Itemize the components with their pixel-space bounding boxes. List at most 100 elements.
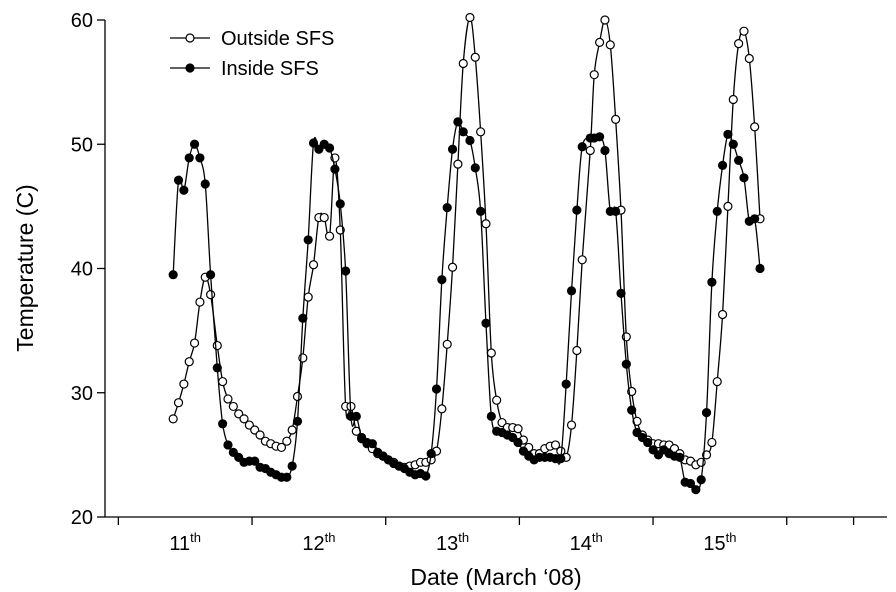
data-point-inside-sfs bbox=[303, 235, 313, 245]
data-point-outside-sfs bbox=[600, 15, 610, 25]
data-point-inside-sfs bbox=[691, 485, 701, 495]
data-point-inside-sfs bbox=[212, 363, 222, 373]
data-point-inside-sfs bbox=[287, 461, 297, 471]
data-point-outside-sfs bbox=[287, 425, 297, 435]
data-point-inside-sfs bbox=[437, 275, 447, 285]
data-point-inside-sfs bbox=[282, 472, 292, 482]
legend-marker-inside-sfs bbox=[185, 63, 195, 73]
data-point-inside-sfs bbox=[308, 138, 319, 148]
data-point-outside-sfs bbox=[184, 357, 194, 367]
data-point-outside-sfs bbox=[168, 414, 178, 424]
data-point-inside-sfs bbox=[442, 203, 452, 213]
data-point-outside-sfs bbox=[282, 436, 292, 446]
x-axis-title: Date (March ‘08) bbox=[410, 564, 581, 590]
data-point-outside-sfs bbox=[566, 420, 577, 430]
data-point-outside-sfs bbox=[324, 231, 335, 241]
data-point-inside-sfs bbox=[431, 384, 442, 394]
data-point-inside-sfs bbox=[627, 405, 637, 415]
data-point-outside-sfs bbox=[585, 145, 595, 156]
data-point-inside-sfs bbox=[685, 478, 696, 489]
data-point-inside-sfs bbox=[476, 206, 486, 216]
data-point-outside-sfs bbox=[739, 26, 749, 36]
data-point-inside-sfs bbox=[447, 144, 458, 154]
data-point-outside-sfs bbox=[750, 122, 760, 132]
series-line-outside-sfs bbox=[172, 16, 761, 468]
data-point-inside-sfs bbox=[341, 266, 351, 276]
x-tick-label: 13th bbox=[436, 530, 469, 555]
data-point-inside-sfs bbox=[298, 313, 308, 323]
data-point-outside-sfs bbox=[437, 404, 447, 414]
legend-marker-outside-sfs bbox=[185, 33, 195, 43]
data-point-inside-sfs bbox=[561, 379, 571, 389]
data-point-outside-sfs bbox=[734, 39, 744, 49]
data-point-inside-sfs bbox=[566, 286, 577, 296]
data-point-outside-sfs bbox=[189, 338, 200, 348]
data-point-inside-sfs bbox=[458, 127, 468, 137]
data-point-inside-sfs bbox=[572, 205, 582, 215]
data-point-inside-sfs bbox=[189, 139, 200, 149]
data-point-inside-sfs bbox=[324, 143, 335, 153]
data-point-inside-sfs bbox=[712, 206, 722, 216]
data-point-inside-sfs bbox=[426, 449, 436, 459]
x-axis-ticks: 11th 12th 13th 14th 15th bbox=[117, 517, 855, 555]
x-tick-label: 15th bbox=[703, 530, 736, 555]
data-point-outside-sfs bbox=[728, 94, 738, 105]
data-point-inside-sfs bbox=[611, 206, 621, 216]
data-point-inside-sfs bbox=[335, 199, 345, 209]
data-point-outside-sfs bbox=[179, 379, 189, 389]
data-point-outside-sfs bbox=[239, 414, 249, 424]
data-point-inside-sfs bbox=[728, 139, 738, 149]
data-point-inside-sfs bbox=[330, 164, 340, 174]
data-point-inside-sfs bbox=[739, 173, 749, 183]
data-point-outside-sfs bbox=[572, 345, 582, 356]
y-tick-label: 60 bbox=[71, 10, 93, 32]
data-point-inside-sfs bbox=[465, 135, 475, 146]
data-point-outside-sfs bbox=[303, 292, 313, 302]
data-point-outside-sfs bbox=[255, 430, 265, 440]
data-point-outside-sfs bbox=[492, 395, 502, 405]
data-point-outside-sfs bbox=[470, 52, 480, 62]
data-point-inside-sfs bbox=[600, 145, 610, 156]
data-point-outside-sfs bbox=[465, 12, 475, 23]
data-point-inside-sfs bbox=[168, 270, 178, 280]
y-tick-label: 30 bbox=[71, 383, 93, 405]
data-point-inside-sfs bbox=[594, 132, 605, 142]
legend: Outside SFS Inside SFS bbox=[170, 28, 334, 80]
data-point-inside-sfs bbox=[643, 437, 653, 448]
data-point-inside-sfs bbox=[218, 419, 228, 429]
data-point-inside-sfs bbox=[200, 179, 210, 189]
data-point-inside-sfs bbox=[723, 129, 733, 139]
data-point-inside-sfs bbox=[675, 452, 685, 462]
data-point-outside-sfs bbox=[319, 212, 329, 223]
data-point-outside-sfs bbox=[605, 40, 615, 50]
data-point-outside-sfs bbox=[292, 391, 303, 402]
series-inside-sfs bbox=[168, 117, 765, 495]
data-point-outside-sfs bbox=[550, 440, 561, 450]
x-tick-label: 11th bbox=[169, 530, 201, 555]
data-point-outside-sfs bbox=[218, 376, 228, 387]
data-point-inside-sfs bbox=[453, 117, 463, 127]
data-point-outside-sfs bbox=[447, 262, 458, 272]
data-point-inside-sfs bbox=[367, 439, 377, 449]
x-tick-label: 12th bbox=[302, 530, 335, 555]
data-point-inside-sfs bbox=[696, 475, 706, 485]
data-point-outside-sfs bbox=[223, 394, 233, 404]
data-point-outside-sfs bbox=[458, 58, 468, 69]
data-point-inside-sfs bbox=[206, 270, 216, 280]
data-point-outside-sfs bbox=[712, 376, 722, 387]
data-point-outside-sfs bbox=[594, 37, 605, 47]
data-point-outside-sfs bbox=[577, 255, 587, 265]
data-point-outside-sfs bbox=[173, 398, 184, 408]
data-point-outside-sfs bbox=[276, 442, 287, 453]
y-tick-label: 50 bbox=[71, 134, 93, 156]
data-point-inside-sfs bbox=[184, 153, 194, 163]
data-point-inside-sfs bbox=[481, 318, 491, 328]
x-tick-label: 14th bbox=[570, 530, 603, 555]
data-point-outside-sfs bbox=[206, 289, 216, 300]
legend-label-outside-sfs: Outside SFS bbox=[221, 28, 334, 50]
data-point-inside-sfs bbox=[556, 454, 566, 464]
data-point-inside-sfs bbox=[750, 214, 760, 224]
data-point-outside-sfs bbox=[717, 309, 728, 320]
data-point-outside-sfs bbox=[513, 424, 523, 434]
data-point-inside-sfs bbox=[486, 411, 496, 421]
